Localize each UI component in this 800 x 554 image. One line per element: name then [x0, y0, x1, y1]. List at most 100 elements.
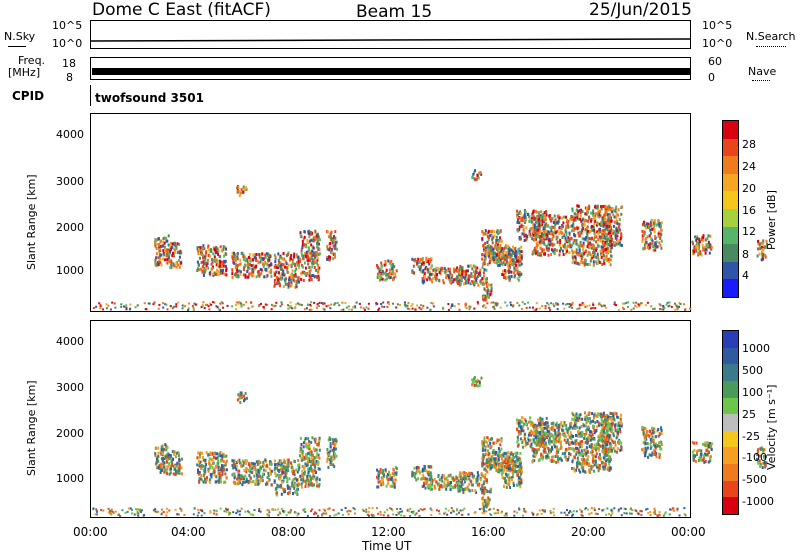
echo-cell — [417, 265, 420, 269]
echo-cell — [305, 273, 308, 277]
echo-cell — [352, 306, 355, 308]
echo-cell — [485, 268, 488, 272]
echo-cell — [451, 478, 454, 482]
echo-cell — [333, 447, 335, 451]
echo-cell — [392, 472, 395, 476]
echo-cell — [588, 245, 591, 249]
echo-cell — [212, 246, 215, 250]
echo-cell — [517, 419, 520, 423]
echo-cell — [168, 461, 171, 465]
echo-cell — [543, 431, 546, 435]
echo-cell — [518, 247, 521, 251]
echo-cell — [382, 272, 384, 276]
echo-cell — [430, 272, 433, 276]
echo-cell — [312, 246, 315, 250]
echo-cell — [592, 213, 595, 217]
echo-cell — [484, 298, 487, 302]
echo-cell — [317, 263, 319, 267]
echo-cell — [224, 480, 227, 484]
colorbar-segment — [723, 261, 738, 280]
echo-cell — [334, 447, 337, 451]
echo-cell — [600, 250, 603, 254]
echo-cell — [107, 304, 110, 307]
echo-cell — [205, 451, 208, 455]
echo-cell — [585, 206, 588, 210]
echo-cell — [209, 302, 212, 305]
echo-cell — [301, 239, 304, 243]
echo-cell — [288, 258, 291, 262]
echo-cell — [544, 214, 547, 218]
echo-cell — [574, 258, 577, 262]
echo-cell — [635, 305, 638, 308]
echo-cell — [200, 474, 203, 477]
echo-cell — [482, 295, 485, 299]
echo-cell — [600, 247, 603, 251]
echo-cell — [198, 268, 201, 272]
echo-cell — [524, 440, 527, 444]
echo-cell — [481, 257, 484, 261]
echo-cell — [493, 307, 496, 310]
echo-cell — [702, 236, 705, 240]
echo-cell — [536, 221, 539, 225]
echo-cell — [654, 221, 657, 225]
echo-cell — [658, 224, 661, 228]
echo-cell — [308, 308, 311, 311]
colorbar-segment — [723, 156, 738, 174]
echo-cell — [562, 221, 565, 225]
echo-cell — [496, 258, 499, 262]
echo-cell — [143, 302, 146, 305]
echo-cell — [420, 477, 423, 481]
echo-cell — [266, 254, 269, 257]
echo-cell — [489, 293, 492, 297]
echo-cell — [222, 467, 225, 471]
echo-cell — [447, 275, 450, 279]
echo-cell — [710, 247, 713, 251]
echo-cell — [467, 264, 470, 268]
echo-cell — [490, 249, 493, 253]
velocity-data — [92, 376, 768, 517]
echo-cell — [602, 229, 605, 232]
echo-cell — [547, 224, 550, 228]
echo-cell — [505, 250, 508, 254]
echo-cell — [471, 383, 474, 387]
echo-cell — [231, 276, 234, 279]
echo-cell — [380, 264, 383, 268]
echo-cell — [153, 301, 156, 304]
echo-cell — [578, 307, 581, 310]
echo-cell — [514, 451, 517, 455]
echo-cell — [535, 216, 538, 220]
echo-cell — [158, 260, 160, 264]
echo-cell — [155, 457, 158, 461]
echo-cell — [569, 245, 571, 249]
echo-cell — [273, 271, 276, 275]
echo-cell — [177, 454, 180, 457]
echo-cell — [422, 281, 425, 285]
echo-cell — [708, 243, 711, 247]
echo-cell — [476, 302, 479, 305]
echo-cell — [599, 209, 601, 213]
echo-cell — [702, 239, 705, 243]
echo-cell — [203, 255, 206, 259]
echo-cell — [239, 270, 242, 274]
echo-cell — [300, 250, 303, 254]
echo-cell — [431, 280, 434, 284]
echo-cell — [167, 250, 170, 254]
echo-cell — [384, 278, 387, 282]
echo-cell — [503, 476, 506, 480]
echo-cell — [518, 216, 521, 220]
echo-cell — [211, 258, 214, 261]
echo-cell — [526, 235, 529, 239]
echo-cell — [523, 422, 526, 426]
echo-cell — [316, 261, 318, 265]
echo-cell — [392, 478, 395, 482]
echo-cell — [270, 469, 273, 473]
echo-cell — [508, 249, 511, 253]
echo-cell — [627, 306, 629, 308]
echo-cell — [197, 451, 200, 455]
echo-cell — [220, 269, 222, 273]
echo-cell — [290, 283, 293, 287]
echo-cell — [152, 303, 155, 306]
echo-cell — [313, 301, 316, 304]
power-ytick-2000: 2000 — [56, 221, 84, 234]
echo-cell — [521, 426, 523, 430]
